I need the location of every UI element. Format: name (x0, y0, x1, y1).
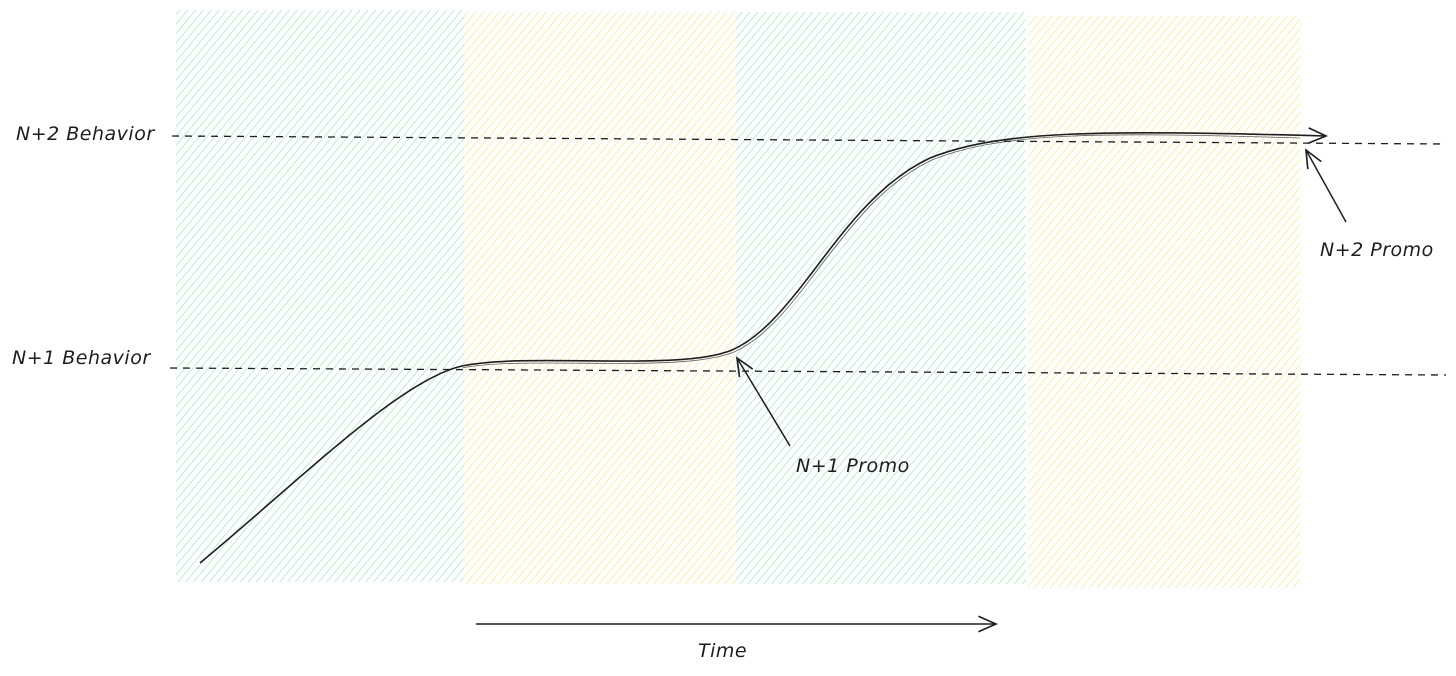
n2-promo-arrow (1305, 148, 1347, 223)
n1-behavior-label: N+1 Behavior (12, 347, 151, 369)
band-green-1 (176, 10, 464, 582)
behavior-curve (199, 127, 1329, 564)
n1-behavior-line (169, 367, 1447, 376)
n2-behavior-label: N+2 Behavior (16, 123, 155, 145)
time-axis-label: Time (698, 640, 747, 662)
n1-promo-label: N+1 Promo (796, 455, 910, 477)
behavior-curve-sketch (461, 134, 1301, 369)
band-green-2 (736, 12, 1026, 584)
band-yellow-2 (1028, 16, 1300, 588)
n1-promo-arrow (735, 356, 791, 447)
band-yellow-1 (464, 12, 736, 584)
n2-promo-label: N+2 Promo (1320, 239, 1434, 261)
n2-behavior-line (171, 135, 1447, 145)
